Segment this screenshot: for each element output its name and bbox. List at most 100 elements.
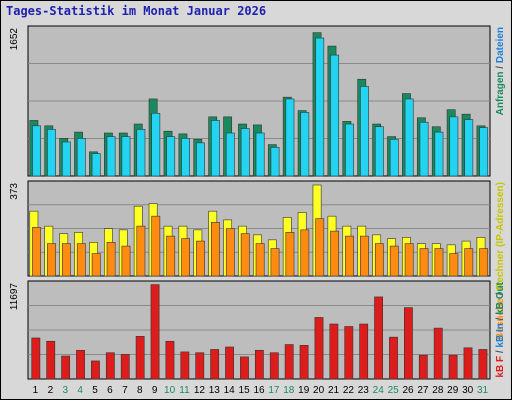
bar-besuche-day-23	[360, 235, 369, 277]
bar-dateien-day-13	[211, 120, 220, 177]
bar-kb-f-day-13	[210, 349, 220, 380]
bar-besuche-day-12	[196, 240, 205, 277]
bar-besuche-day-30	[464, 248, 474, 277]
legend-panel1: Anfragen / Dateien	[495, 27, 506, 115]
bar-kb-f-day-31	[478, 349, 488, 380]
bar-dateien-day-3	[61, 141, 71, 177]
bar-dateien-day-9	[151, 112, 161, 177]
bar-kb-f-day-25	[389, 336, 398, 380]
bar-besuche-day-16	[255, 243, 265, 277]
bar-kb-f-day-2	[46, 340, 56, 380]
bar-kb-f-day-28	[433, 327, 443, 380]
bar-dateien-day-26	[404, 98, 414, 177]
bar-dateien-day-11	[181, 138, 190, 177]
bar-dateien-day-18	[285, 98, 295, 177]
bar-besuche-day-26	[404, 243, 414, 277]
day-label-29: 29	[447, 385, 459, 396]
bar-dateien-day-16	[255, 132, 265, 177]
bar-besuche-day-8	[136, 225, 146, 277]
bar-besuche-day-17	[270, 248, 280, 277]
bar-besuche-day-4	[76, 243, 86, 277]
bar-besuche-day-7	[121, 245, 131, 277]
bar-dateien-day-2	[47, 129, 56, 177]
bar-besuche-day-25	[389, 245, 399, 277]
bar-dateien-day-20	[315, 37, 325, 177]
bar-kb-f-day-26	[404, 307, 413, 380]
bar-kb-f-day-10	[165, 340, 175, 380]
bar-kb-f-day-3	[61, 355, 71, 380]
bar-kb-f-day-17	[269, 352, 279, 380]
bar-dateien-day-4	[76, 138, 86, 177]
legend-part: /	[495, 290, 506, 298]
chart-title: Tages-Statistik im Monat Januar 2026	[6, 4, 267, 18]
bar-kb-f-day-21	[329, 323, 339, 380]
bar-besuche-day-5	[91, 253, 101, 277]
bar-dateien-day-15	[240, 128, 250, 177]
bar-kb-f-day-9	[150, 284, 160, 380]
legend-part: Besuche	[495, 298, 506, 340]
bar-kb-f-day-15	[240, 356, 249, 380]
bar-dateien-day-22	[345, 123, 354, 177]
day-label-26: 26	[402, 385, 414, 396]
day-label-1: 1	[33, 385, 39, 396]
day-label-7: 7	[122, 385, 128, 396]
bar-dateien-day-21	[330, 54, 340, 177]
bar-kb-f-day-1	[31, 337, 41, 380]
bar-besuche-day-22	[345, 235, 354, 277]
day-label-23: 23	[358, 385, 370, 396]
bar-kb-f-day-5	[91, 360, 100, 380]
day-label-18: 18	[283, 385, 295, 396]
bar-kb-f-day-8	[135, 336, 145, 380]
bar-besuche-day-10	[166, 235, 176, 277]
bar-besuche-day-11	[181, 238, 190, 277]
bar-dateien-day-23	[360, 86, 369, 177]
bar-kb-f-day-4	[76, 349, 85, 380]
bar-dateien-day-27	[419, 121, 429, 177]
bar-besuche-day-20	[315, 218, 325, 277]
day-label-5: 5	[92, 385, 98, 396]
bar-kb-f-day-6	[105, 352, 115, 380]
day-label-17: 17	[268, 385, 280, 396]
day-label-12: 12	[194, 385, 206, 396]
bar-dateien-day-24	[374, 126, 384, 177]
bar-kb-f-day-24	[374, 296, 383, 380]
bar-kb-f-day-20	[314, 317, 324, 380]
bar-besuche-day-9	[151, 215, 161, 277]
bar-besuche-day-14	[225, 228, 235, 277]
bar-dateien-day-5	[91, 153, 101, 177]
legend-part: /	[495, 63, 506, 71]
day-label-9: 9	[152, 385, 158, 396]
bar-besuche-day-6	[106, 242, 116, 277]
bar-besuche-day-24	[374, 243, 384, 277]
bar-dateien-day-7	[121, 136, 131, 177]
day-label-25: 25	[388, 385, 400, 396]
bar-besuche-day-28	[434, 248, 444, 277]
bar-besuche-day-3	[61, 243, 71, 277]
bar-besuche-day-18	[285, 232, 295, 277]
bar-kb-f-day-11	[180, 351, 190, 380]
bar-kb-f-day-22	[344, 326, 354, 380]
bar-besuche-day-13	[211, 222, 220, 277]
bar-dateien-day-1	[32, 125, 41, 177]
legend-part: Dateien	[495, 27, 506, 63]
day-label-19: 19	[298, 385, 310, 396]
day-label-6: 6	[107, 385, 113, 396]
day-label-31: 31	[477, 385, 489, 396]
bar-kb-f-day-7	[120, 354, 130, 380]
bar-dateien-day-30	[464, 119, 474, 177]
legend-part: Anfragen	[495, 71, 506, 115]
day-label-14: 14	[224, 385, 236, 396]
bar-kb-f-day-18	[284, 344, 294, 380]
legend-part: /	[495, 348, 506, 356]
day-label-11: 11	[179, 385, 190, 396]
bar-dateien-day-10	[166, 136, 176, 177]
day-label-24: 24	[373, 385, 385, 396]
day-label-4: 4	[77, 385, 83, 396]
bar-kb-f-day-23	[359, 323, 369, 380]
bar-dateien-day-17	[270, 147, 280, 177]
bar-dateien-day-12	[196, 142, 205, 177]
bar-besuche-day-19	[300, 229, 310, 277]
bar-besuche-day-31	[479, 248, 489, 277]
bar-besuche-day-1	[32, 227, 41, 277]
